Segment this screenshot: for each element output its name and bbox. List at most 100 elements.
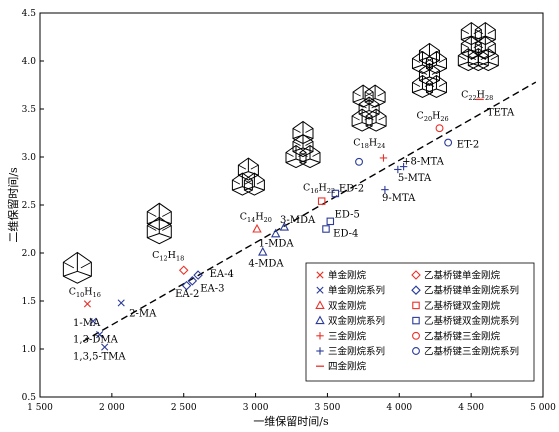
legend-marker [412,316,420,325]
data-point [89,317,97,325]
triamantane-structure-icon [231,157,265,196]
y-tick-label: 2.0 [22,249,37,259]
trend-line [82,81,537,342]
point-label: EA-3 [200,283,224,294]
x-tick-label: 4 500 [458,403,484,413]
legend-label: 双金刚烷系列 [328,315,385,327]
legend-label: 四金刚烷 [328,361,367,373]
legend-item: 双金刚烷 [315,300,367,312]
point-label: 2-MA [129,308,157,319]
legend-marker [315,315,325,325]
formula-label: C18H24 [353,137,385,150]
point-label: 1,3-DMA [73,334,119,345]
point-label: EA-4 [210,269,234,280]
point-label: ED-2 [339,184,364,195]
point-label: EA-2 [175,289,199,300]
legend-item: 乙基桥键单金刚烷系列 [411,285,519,297]
data-point [331,189,340,198]
legend-label: 乙基桥键双金刚烷系列 [424,315,519,327]
data-point [399,162,408,171]
data-point [381,185,389,194]
x-tick-label: 2 500 [171,403,197,413]
legend-marker [412,301,420,310]
legend-item: 四金刚烷 [316,361,367,373]
legend-marker [316,286,324,294]
legend-label: 单金刚烷系列 [328,285,385,297]
x-tick-label: 3 500 [315,403,341,413]
legend-label: 乙基桥键单金刚烷 [424,270,501,282]
formula-label: C10H16 [69,286,101,299]
data-point [279,221,290,231]
molecular-formulas: C10H16 C12H18 C14H20 C16H22 C18H24 C20H26 C22H… [69,89,493,298]
adamantane-structure-icon [62,251,92,284]
point-label: 1-MA [73,318,101,329]
data-point [326,217,335,226]
formula-label: C16H22 [303,183,335,196]
data-point [181,280,192,291]
formula-label: C14H20 [240,211,272,224]
point-label: 5-MTA [398,173,432,184]
legend-label: 单金刚烷 [328,270,367,282]
pentamantane-structure-icon [351,84,387,132]
legend-label: 乙基桥键单金刚烷系列 [424,285,519,297]
data-point [379,154,388,162]
legend-marker [315,300,325,309]
hexamantane-structure-icon [411,42,447,99]
molecular-structures [62,21,499,284]
formula-label: C20H26 [417,111,449,124]
x-axis-label: 一维保留时间/s [253,414,329,428]
legend-item: 三金刚烷 [316,330,367,342]
data-point [117,299,125,307]
data-point [252,223,262,233]
data-point [435,124,444,133]
legend-item: 乙基桥键三金刚烷系列 [412,346,519,358]
legend-label: 双金刚烷 [328,300,367,312]
legend-marker [316,271,324,279]
y-axis-label: 二维保留时间/s [6,167,20,243]
point-label: 1,3,5-TMA [73,352,126,363]
data-points [83,98,484,351]
legend-box [305,262,535,382]
legend-item: 单金刚烷系列 [316,285,385,297]
point-label: 1-MDA [258,238,294,249]
x-tick-label: 4 000 [386,403,412,413]
y-tick-label: 2.5 [22,201,37,211]
legend-marker [412,347,420,355]
y-tick-label: 3.5 [22,105,37,115]
heptamantane-structure-icon [457,21,499,72]
data-point [187,276,198,286]
y-tick-label: 3.0 [22,153,37,163]
point-annotations: 1-MA 1,3-DMA 1,3,5-TMA 2-MA EA-2EA-3 EA-4 4-MD… [73,108,515,363]
x-tick-label: 5 000 [530,403,556,413]
point-label: 3-MDA [280,215,316,226]
data-point [258,246,268,256]
data-point [178,265,189,276]
point-label: +8-MTA [402,157,444,168]
point-label: TETA [487,108,515,119]
y-tick-label: 4.0 [22,57,37,67]
data-point [270,228,281,238]
data-point [101,343,109,351]
point-label: ET-2 [457,139,479,150]
legend-item: 单金刚烷 [316,270,367,282]
y-tick-label: 1.0 [22,345,37,355]
formula-label: C12H18 [152,250,184,263]
x-tick-label: 3 000 [243,403,269,413]
legend-marker [411,285,421,295]
legend-label: 三金刚烷 [328,330,367,342]
data-point [444,138,453,147]
diamantane-structure-icon [146,202,172,245]
x-tick-label: 1 500 [27,403,53,413]
legend-item: 三金刚烷系列 [316,346,385,358]
y-tick-label: 1.5 [22,297,37,307]
point-label: 9-MTA [382,193,416,204]
trend-line-group [82,81,537,342]
y-tick-label: 4.5 [22,9,37,19]
legend-label: 乙基桥键三金刚烷 [424,330,501,342]
point-label: ED-4 [333,229,358,240]
axis-ticks: 1 500 2 000 2 500 3 000 3 500 4 000 4 500 5 000… [22,9,556,413]
legend-marker [316,332,324,340]
legend-label: 乙基桥键三金刚烷系列 [424,346,519,358]
